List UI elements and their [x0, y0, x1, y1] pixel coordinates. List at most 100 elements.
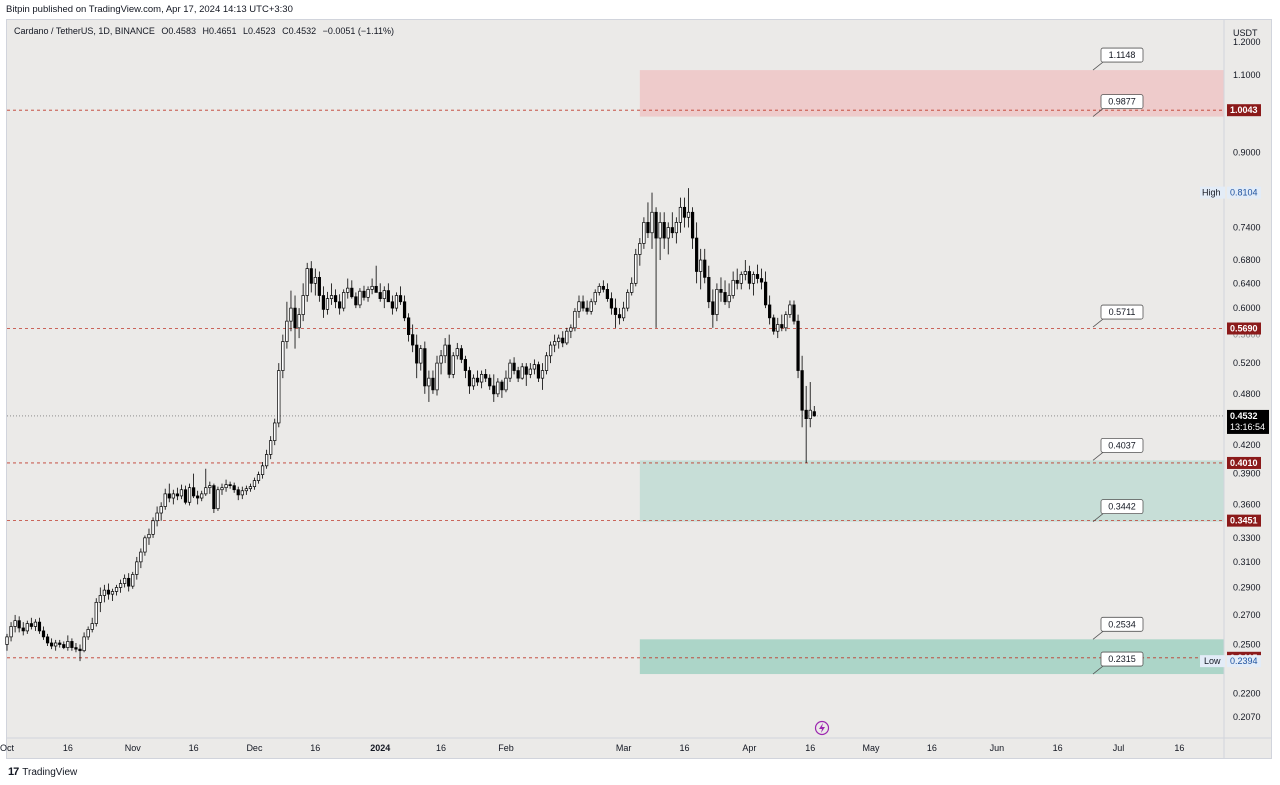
lightning-icon	[819, 723, 825, 733]
candle-body	[382, 290, 386, 299]
candle-body	[634, 254, 638, 284]
candle-body	[480, 373, 484, 383]
time-tick-label: Feb	[498, 743, 514, 753]
candle-body	[415, 344, 419, 364]
candle-body	[342, 292, 346, 309]
candle-body	[37, 621, 42, 632]
candle-body	[569, 327, 573, 332]
candle-body	[25, 623, 29, 632]
time-tick-label: 16	[1053, 743, 1063, 753]
candle-body	[386, 290, 390, 303]
candle-body	[45, 636, 50, 644]
candle-body	[812, 411, 816, 417]
last-price-tag	[1227, 409, 1269, 434]
candle-body	[66, 641, 70, 648]
price-tick-label: 0.3600	[1233, 499, 1261, 509]
candle-body	[370, 285, 374, 290]
candle-body	[776, 324, 780, 332]
candle-body	[297, 314, 301, 329]
candle-body	[54, 642, 58, 647]
price-tick-label: 0.4800	[1233, 389, 1261, 399]
callout-box	[1100, 499, 1144, 515]
candle-body	[475, 377, 480, 383]
candle-body	[630, 282, 634, 293]
candle-body	[439, 355, 443, 364]
symbol-legend: Cardano / TetherUS, 1D, BINANCE O0.4583 …	[14, 26, 398, 36]
candle-body	[78, 648, 82, 652]
candle-body	[423, 348, 427, 387]
candle-body	[646, 222, 650, 234]
candle-body	[662, 222, 666, 239]
publish-info: Bitpin published on TradingView.com, Apr…	[6, 4, 293, 15]
callout-box	[1100, 651, 1144, 667]
callout-arrow	[1092, 513, 1104, 522]
time-tick-label: 16	[927, 743, 937, 753]
time-tick-label: 16	[679, 743, 689, 753]
high-label: High	[1202, 188, 1221, 198]
candle-body	[670, 227, 674, 234]
candle-body	[135, 561, 139, 575]
candle-body	[682, 206, 687, 218]
candle-body	[98, 595, 102, 603]
candle-body	[402, 301, 407, 319]
price-tick-label: 0.2700	[1233, 610, 1261, 620]
callout-arrow	[1092, 452, 1104, 461]
candle-body	[289, 307, 293, 322]
low-label: Low	[1204, 656, 1221, 666]
time-tick-label: Jun	[990, 743, 1005, 753]
candle-body	[159, 506, 163, 514]
time-tick-label: 16	[310, 743, 320, 753]
callout-label: 0.4037	[1108, 440, 1136, 450]
candle-body	[102, 589, 106, 596]
candle-body	[123, 577, 127, 584]
candle-body	[471, 377, 476, 387]
high-marker-bg	[1200, 186, 1225, 199]
candle-body	[333, 295, 338, 303]
candle-body	[755, 274, 760, 279]
candle-body	[362, 290, 366, 298]
candle-body	[216, 489, 220, 510]
level-price-tag	[1227, 456, 1261, 469]
candle-body	[305, 268, 309, 296]
legend-low: L0.4523	[243, 26, 276, 36]
legend-change: −0.0051 (−1.11%)	[322, 26, 395, 36]
callout-box	[1100, 616, 1144, 632]
candle-body	[285, 320, 289, 342]
price-axis-title: USDT	[1233, 28, 1258, 38]
candle-body	[731, 279, 735, 296]
candle-body	[780, 324, 784, 329]
candle-body	[690, 211, 695, 239]
candle-body	[605, 289, 609, 299]
candle-body	[435, 362, 439, 391]
level-price-tag	[1227, 104, 1261, 117]
candle-body	[796, 320, 800, 371]
low-value-bg	[1227, 655, 1261, 668]
time-tick-label: Oct	[0, 743, 14, 753]
candle-body	[90, 623, 94, 630]
candle-body	[374, 285, 378, 293]
candle-body	[273, 422, 277, 441]
candle-body	[674, 222, 678, 234]
candle-body	[17, 620, 21, 629]
candle-body	[313, 277, 317, 284]
candle-body	[41, 630, 46, 638]
candle-body	[309, 268, 313, 284]
candle-body	[350, 287, 354, 298]
candle-body	[325, 298, 330, 310]
candle-body	[208, 485, 212, 489]
chart-panel[interactable]	[6, 19, 1272, 759]
callout-arrow	[1092, 318, 1104, 328]
candle-body	[768, 304, 772, 319]
candle-body	[204, 487, 208, 495]
price-tick-label: 0.6400	[1233, 278, 1261, 288]
candle-body	[496, 381, 500, 395]
price-tick-label-partial: 0.5600	[1233, 330, 1261, 340]
candle-body	[528, 368, 532, 375]
time-tick-label: Dec	[246, 743, 263, 753]
candle-body	[553, 341, 557, 346]
candle-body	[650, 211, 654, 234]
candle-body	[427, 377, 431, 387]
time-tick-label: Nov	[125, 743, 142, 753]
callout-label: 0.5711	[1109, 307, 1136, 317]
